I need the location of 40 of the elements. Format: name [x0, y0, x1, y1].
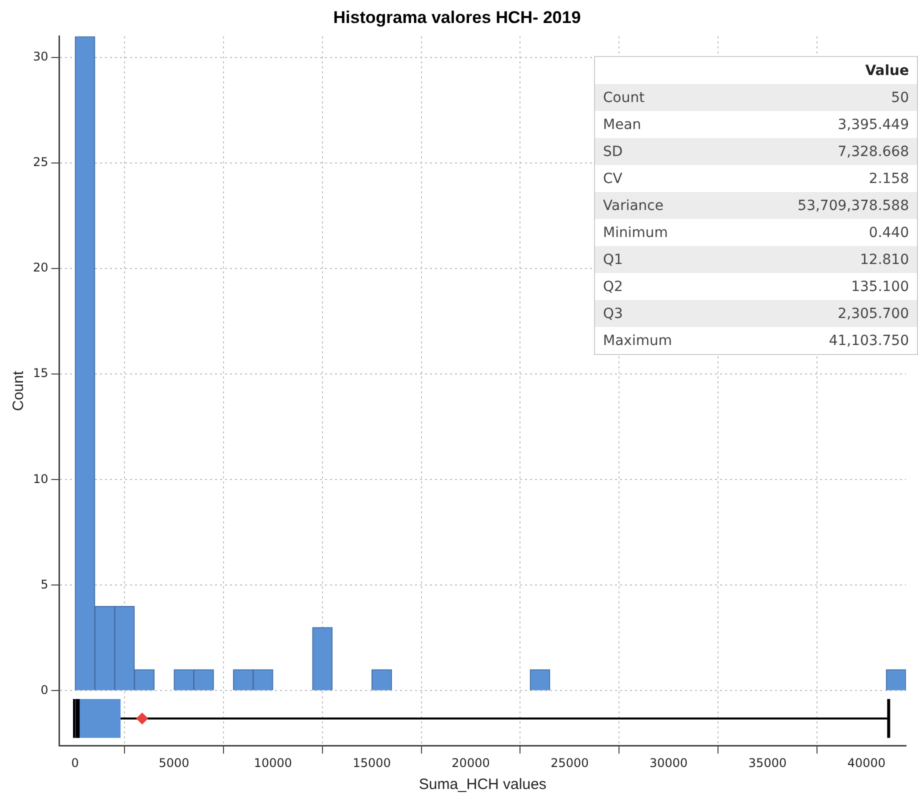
- y-axis-title: Count: [10, 370, 28, 412]
- y-tick-label: 30: [32, 50, 48, 64]
- annotation: Mean: [602, 116, 642, 134]
- annotation: 0.440: [868, 224, 910, 242]
- x-tick-label: 10000: [254, 756, 292, 770]
- y-tick-label: 20: [32, 260, 48, 275]
- annotation: Count: [602, 88, 646, 108]
- annotation: Value: [864, 62, 910, 80]
- chart-title: Histograma valores HCH- 2019: [333, 8, 581, 27]
- annotation: CV: [602, 170, 624, 188]
- x-tick-label: 40000: [847, 756, 886, 770]
- annotation: 2.158: [868, 170, 910, 188]
- annotation: Q2: [602, 278, 624, 296]
- x-tick-label: 5000: [158, 756, 190, 770]
- annotation: SD: [602, 142, 624, 162]
- annotation: 41,103.750: [828, 332, 910, 350]
- annotation: Q3: [602, 304, 624, 324]
- annotation: 3,395.449: [836, 116, 910, 134]
- x-tick-label: 15000: [352, 756, 391, 770]
- annotation: Minimum: [602, 224, 669, 242]
- annotation: 12.810: [859, 250, 910, 270]
- annotation: 2,305.700: [836, 304, 910, 324]
- x-tick-label: 25000: [550, 756, 589, 770]
- x-tick-label: 0: [71, 756, 79, 770]
- y-tick-label: 15: [32, 366, 48, 380]
- x-tick-label: 30000: [650, 756, 688, 770]
- annotation: 135.100: [850, 278, 910, 296]
- annotation: Maximum: [602, 332, 673, 350]
- y-tick-label: 25: [32, 155, 48, 170]
- annotation: 53,709,378.588: [796, 196, 910, 216]
- annotation: Q1: [602, 250, 624, 270]
- y-tick-label: 0: [40, 682, 48, 697]
- annotation: 50: [890, 88, 910, 108]
- annotation: 7,328.668: [836, 142, 910, 162]
- annotation: Variance: [602, 196, 664, 216]
- x-tick-label: 20000: [452, 756, 490, 770]
- x-axis-title: Suma_HCH values: [418, 776, 546, 794]
- y-tick-label: 5: [40, 577, 48, 592]
- y-tick-label: 10: [32, 472, 48, 486]
- x-tick-label: 35000: [748, 756, 787, 770]
